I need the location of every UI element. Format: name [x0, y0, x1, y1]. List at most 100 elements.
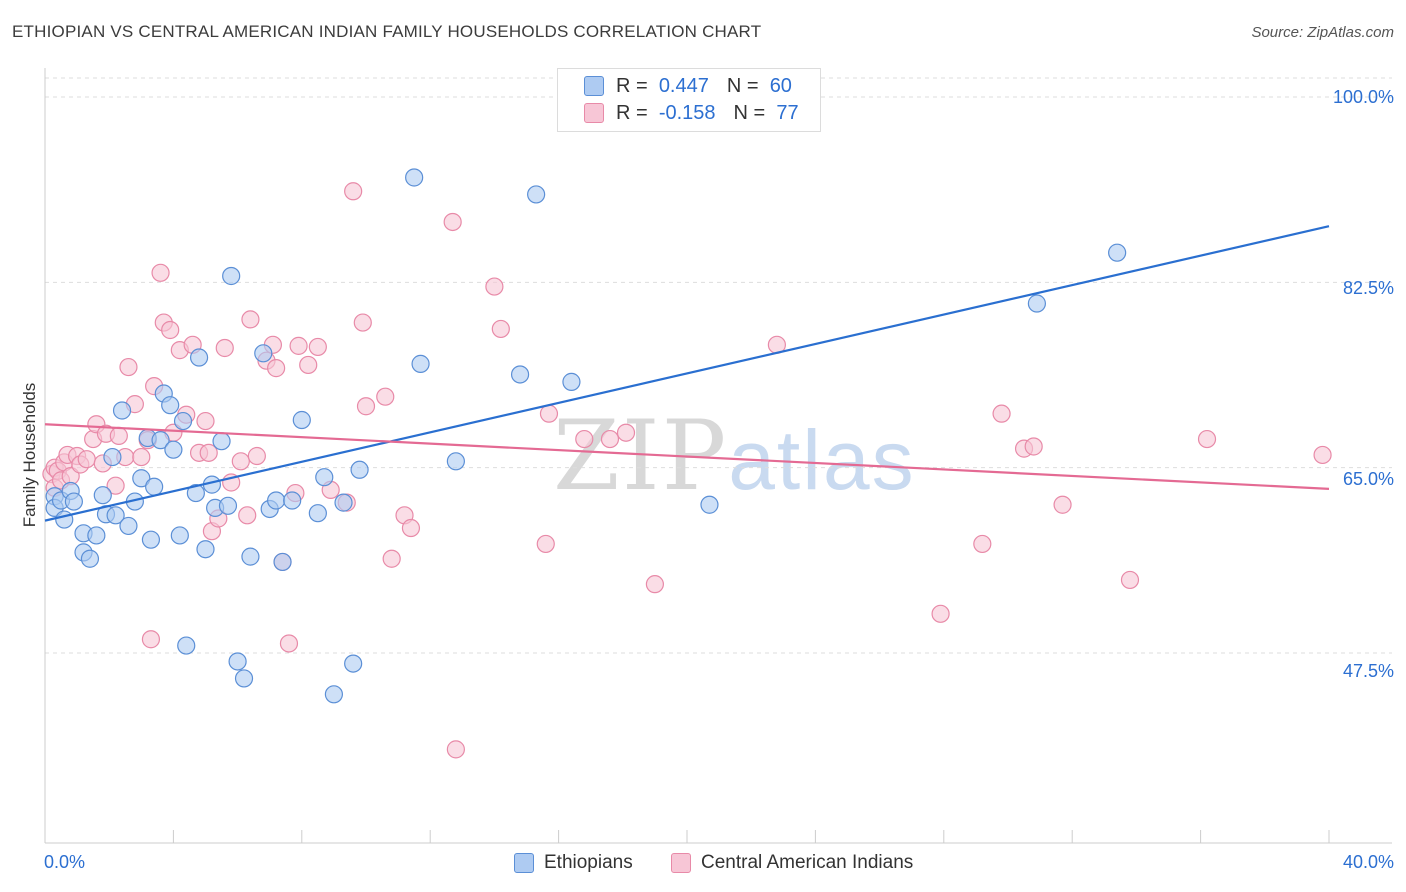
y-tick-label: 47.5%	[1342, 661, 1394, 681]
point-ethiopians	[106, 506, 125, 525]
legend-item-ethiopians: Ethiopians	[514, 852, 633, 874]
point-central-american-indians	[485, 277, 504, 296]
point-ethiopians	[222, 266, 241, 286]
point-central-american-indians	[645, 575, 665, 594]
legend-swatch-pink	[671, 853, 691, 873]
point-central-american-indians	[241, 310, 260, 329]
point-ethiopians	[315, 468, 334, 487]
point-central-american-indians	[446, 740, 465, 759]
point-ethiopians	[164, 440, 183, 459]
point-ethiopians	[151, 431, 170, 450]
point-central-american-indians	[931, 604, 950, 623]
point-ethiopians	[562, 372, 581, 391]
point-ethiopians	[119, 516, 138, 536]
trend-line-central-american-indians	[44, 423, 1330, 490]
point-ethiopians	[527, 185, 546, 204]
point-central-american-indians	[1197, 429, 1217, 449]
n-label: N =	[733, 101, 766, 124]
point-ethiopians	[234, 669, 254, 688]
point-central-american-indians	[992, 404, 1011, 423]
legend-row-ethiopians: R = 0.447 N = 60	[584, 73, 792, 99]
point-central-american-indians	[299, 355, 318, 375]
point-central-american-indians	[106, 476, 125, 495]
x-tick-label: 40.0%	[1342, 852, 1394, 872]
point-central-american-indians	[231, 452, 250, 471]
point-central-american-indians	[491, 319, 510, 339]
point-central-american-indians	[1313, 445, 1332, 465]
point-ethiopians	[267, 491, 286, 510]
r-value: -0.158	[658, 101, 716, 124]
point-central-american-indians	[151, 263, 170, 282]
point-central-american-indians	[1120, 570, 1140, 590]
trend-line-ethiopians	[44, 225, 1330, 522]
n-value: 77	[776, 101, 799, 124]
point-ethiopians	[1108, 243, 1127, 262]
legend-swatch-blue	[514, 853, 534, 873]
point-central-american-indians	[119, 357, 138, 377]
point-ethiopians	[161, 396, 180, 415]
legend-row-central-american-indians: R = -0.158 N = 77	[584, 100, 799, 126]
point-ethiopians	[308, 504, 327, 523]
point-ethiopians	[1027, 294, 1046, 313]
point-ethiopians	[350, 460, 369, 479]
y-axis-label: Family Households	[20, 382, 39, 528]
point-ethiopians	[189, 348, 209, 367]
r-label: R =	[616, 101, 648, 124]
point-central-american-indians	[376, 387, 395, 406]
point-ethiopians	[411, 354, 430, 373]
point-central-american-indians	[1053, 495, 1072, 514]
point-central-american-indians	[141, 630, 161, 649]
point-ethiopians	[273, 552, 292, 572]
point-central-american-indians	[267, 359, 286, 378]
point-ethiopians	[87, 526, 106, 545]
point-ethiopians	[228, 652, 247, 671]
point-central-american-indians	[344, 182, 363, 201]
point-central-american-indians	[132, 447, 151, 467]
point-ethiopians	[446, 452, 465, 471]
point-ethiopians	[186, 483, 205, 503]
r-value: 0.447	[658, 74, 709, 97]
point-central-american-indians	[289, 336, 308, 355]
legend-swatch-blue	[584, 76, 604, 96]
point-central-american-indians	[536, 534, 555, 554]
point-central-american-indians	[382, 549, 401, 568]
point-central-american-indians	[238, 506, 257, 525]
point-central-american-indians	[973, 534, 992, 554]
correlation-legend: R = 0.447 N = 60 R = -0.158 N = 77	[557, 68, 821, 132]
legend-swatch-pink	[584, 103, 604, 123]
point-ethiopians	[196, 540, 215, 559]
point-ethiopians	[254, 344, 273, 363]
point-ethiopians	[80, 549, 100, 568]
point-ethiopians	[64, 492, 83, 511]
legend-item-central-american-indians: Central American Indians	[671, 852, 913, 874]
point-central-american-indians	[356, 397, 376, 416]
chart-title: ETHIOPIAN VS CENTRAL AMERICAN INDIAN FAM…	[12, 22, 762, 41]
point-central-american-indians	[279, 634, 299, 653]
point-ethiopians	[103, 447, 122, 467]
point-ethiopians	[218, 496, 238, 515]
x-tick-label: 0.0%	[44, 852, 86, 872]
point-central-american-indians	[196, 411, 215, 431]
point-ethiopians	[700, 495, 719, 514]
point-central-american-indians	[215, 338, 234, 358]
point-ethiopians	[141, 530, 161, 549]
point-ethiopians	[93, 486, 112, 505]
point-central-american-indians	[600, 429, 620, 449]
y-tick-label: 100.0%	[1332, 87, 1394, 107]
watermark: ZIPatlas	[553, 400, 916, 512]
n-value: 60	[769, 74, 792, 97]
point-central-american-indians	[616, 423, 636, 442]
point-ethiopians	[241, 547, 260, 566]
point-ethiopians	[283, 491, 302, 510]
point-ethiopians	[405, 168, 424, 187]
legend-label: Ethiopians	[544, 852, 633, 873]
point-central-american-indians	[161, 320, 180, 340]
point-ethiopians	[55, 510, 74, 529]
point-ethiopians	[292, 410, 311, 430]
series-legend: Ethiopians Central American Indians	[0, 852, 1406, 878]
point-central-american-indians	[401, 518, 421, 538]
point-ethiopians	[132, 469, 151, 488]
point-central-american-indians	[247, 446, 266, 466]
point-central-american-indians	[77, 450, 96, 469]
